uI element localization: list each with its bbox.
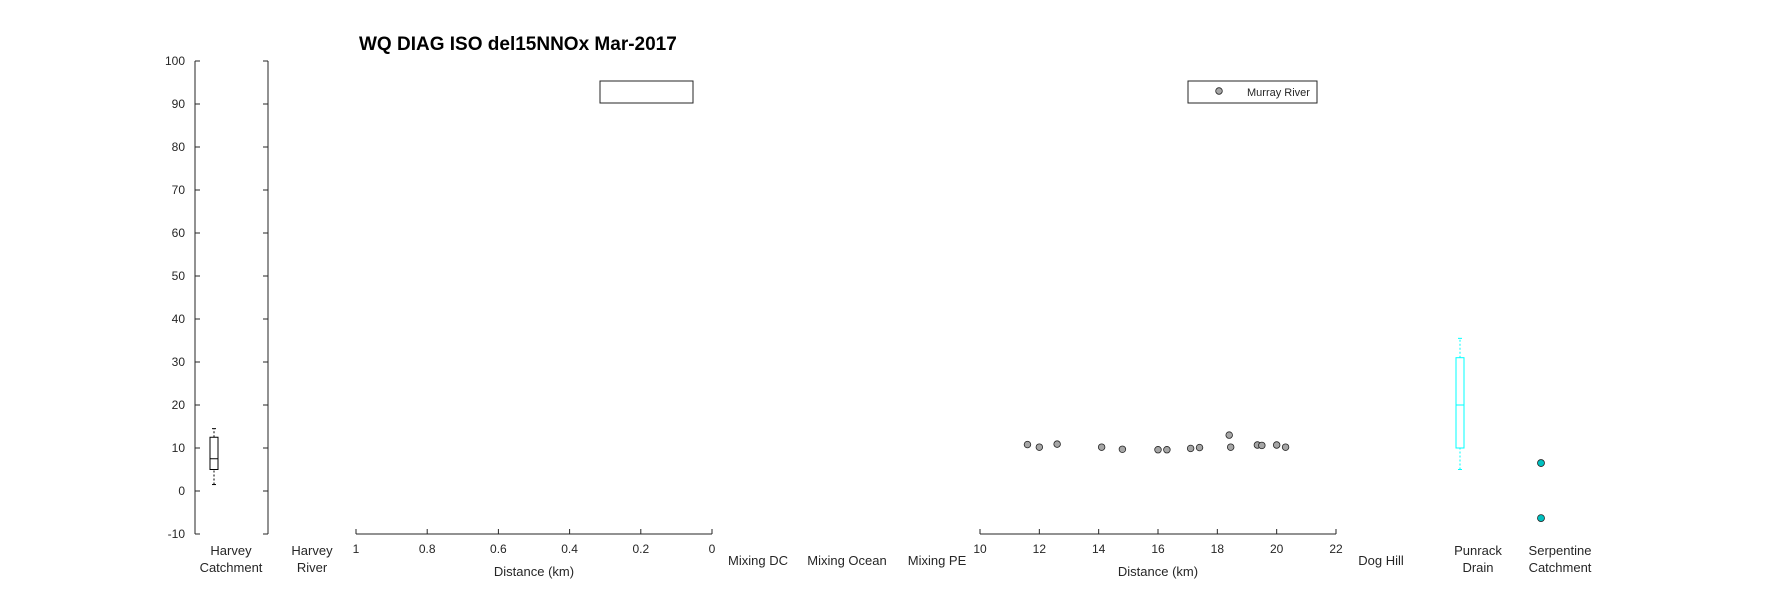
murray-river-point <box>1163 446 1171 454</box>
serpentine-point <box>1537 459 1545 467</box>
category-label: Mixing DC <box>728 553 788 568</box>
panel-a-x-tick-label: 0 <box>709 542 716 556</box>
murray-river-point <box>1258 441 1266 450</box>
y-tick-label: 100 <box>165 54 185 68</box>
murray-river-point <box>1195 443 1204 452</box>
y-tick-label: 90 <box>172 97 186 111</box>
murray-river-point <box>1035 443 1044 451</box>
panel-a-x-tick-label: 0.8 <box>419 542 436 556</box>
panel-b-legend-box <box>1187 80 1318 104</box>
category-label: Dog Hill <box>1358 553 1404 568</box>
panel-a-legend-box <box>599 80 694 104</box>
category-label: Harvey <box>291 543 333 558</box>
panel-b-x-tick-label: 10 <box>973 542 987 556</box>
category-label: Drain <box>1462 560 1493 575</box>
category-label: Serpentine <box>1529 543 1592 558</box>
panel-a-x-tick-label: 1 <box>353 542 360 556</box>
panel-b-x-tick-label: 22 <box>1329 542 1343 556</box>
category-label: River <box>297 560 328 575</box>
y-tick-label: 30 <box>172 355 186 369</box>
panel-b-x-tick-label: 20 <box>1270 542 1284 556</box>
murray-river-point <box>1272 441 1281 449</box>
murray-river-point <box>1097 443 1106 451</box>
y-tick-label: 0 <box>178 484 185 498</box>
y-tick-label: 10 <box>172 441 186 455</box>
category-label: Catchment <box>1529 560 1592 575</box>
legend-marker <box>1215 87 1223 95</box>
y-tick-label: 80 <box>172 140 186 154</box>
panel-b-x-tick-label: 16 <box>1151 542 1165 556</box>
panel-b-x-tick-label: 14 <box>1092 542 1106 556</box>
y-tick-label: 40 <box>172 312 186 326</box>
boxplot-box <box>1455 357 1465 449</box>
serpentine-point <box>1537 514 1545 522</box>
category-label: Catchment <box>200 560 263 575</box>
y-tick-label: 20 <box>172 398 186 412</box>
category-label: Mixing PE <box>908 553 967 568</box>
panel-a-x-tick-label: 0.6 <box>490 542 507 556</box>
panel-a-x-tick-label: 0.4 <box>561 542 578 556</box>
panel-b-x-tick-label: 12 <box>1033 542 1047 556</box>
murray-river-point <box>1226 443 1235 451</box>
murray-river-point <box>1186 444 1195 453</box>
category-label: Mixing Ocean <box>807 553 886 568</box>
boxplot-box <box>209 436 219 470</box>
category-label: Harvey <box>210 543 252 558</box>
murray-river-point <box>1118 445 1127 453</box>
legend-label: Murray River <box>1247 87 1310 99</box>
murray-river-point <box>1053 440 1061 448</box>
y-tick-label: 50 <box>172 269 186 283</box>
panel-b-x-label: Distance (km) <box>1118 564 1198 579</box>
panel-a-x-tick-label: 0.2 <box>632 542 649 556</box>
panel-a-x-label: Distance (km) <box>494 564 574 579</box>
murray-river-point <box>1023 440 1032 449</box>
panel-b-x-tick-label: 18 <box>1211 542 1225 556</box>
murray-river-point <box>1281 443 1290 451</box>
murray-river-point <box>1225 431 1233 439</box>
category-label: Punrack <box>1454 543 1502 558</box>
y-tick-label: -10 <box>168 527 186 541</box>
y-tick-label: 70 <box>172 183 186 197</box>
murray-river-point <box>1154 446 1162 454</box>
chart-title: WQ DIAG ISO del15NNOx Mar-2017 <box>359 34 677 55</box>
y-tick-label: 60 <box>172 226 186 240</box>
